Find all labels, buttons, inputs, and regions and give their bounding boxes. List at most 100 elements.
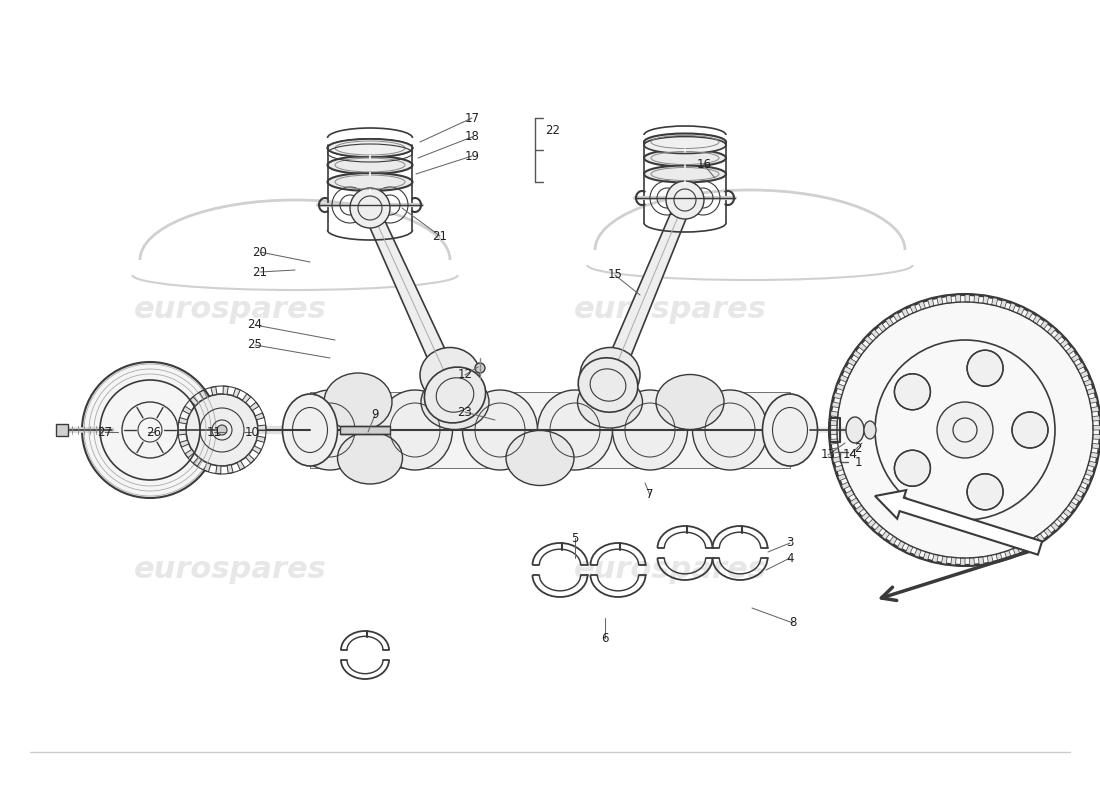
Polygon shape (1084, 379, 1092, 386)
Ellipse shape (580, 347, 640, 402)
Polygon shape (927, 298, 934, 307)
FancyArrow shape (874, 490, 1042, 554)
Circle shape (217, 425, 227, 435)
Polygon shape (1089, 397, 1098, 403)
Polygon shape (1092, 416, 1100, 421)
Polygon shape (833, 393, 842, 399)
Polygon shape (991, 297, 998, 306)
Polygon shape (211, 386, 217, 395)
Polygon shape (178, 430, 186, 435)
Polygon shape (1074, 494, 1082, 502)
Text: 15: 15 (607, 269, 623, 282)
Polygon shape (1057, 516, 1066, 525)
Polygon shape (839, 374, 848, 382)
Circle shape (475, 363, 485, 373)
Circle shape (894, 450, 931, 486)
Polygon shape (1044, 528, 1053, 537)
Text: 6: 6 (602, 631, 608, 645)
Ellipse shape (328, 139, 412, 157)
Text: 25: 25 (248, 338, 263, 351)
Text: 16: 16 (696, 158, 712, 171)
Polygon shape (914, 549, 921, 558)
Polygon shape (843, 366, 852, 374)
Polygon shape (1088, 461, 1097, 467)
Text: 21: 21 (253, 266, 267, 278)
Polygon shape (242, 394, 251, 402)
Polygon shape (204, 462, 211, 472)
Polygon shape (861, 512, 870, 521)
Polygon shape (194, 458, 201, 466)
Polygon shape (1025, 310, 1033, 319)
Ellipse shape (864, 421, 876, 439)
Polygon shape (829, 430, 837, 434)
Polygon shape (1086, 470, 1094, 477)
Text: eurospares: eurospares (133, 555, 327, 585)
Polygon shape (598, 197, 692, 389)
Polygon shape (905, 545, 913, 554)
Polygon shape (832, 402, 839, 408)
Polygon shape (1078, 486, 1087, 494)
Polygon shape (189, 397, 198, 406)
Ellipse shape (324, 373, 392, 431)
Polygon shape (855, 506, 865, 514)
Polygon shape (918, 301, 925, 310)
Text: 13: 13 (821, 449, 835, 462)
Circle shape (937, 402, 993, 458)
Polygon shape (901, 308, 909, 317)
Polygon shape (845, 490, 854, 498)
Text: 1: 1 (855, 455, 861, 469)
Polygon shape (1050, 522, 1059, 531)
Polygon shape (960, 558, 965, 566)
Polygon shape (965, 294, 970, 302)
Ellipse shape (293, 390, 367, 470)
Text: 12: 12 (458, 369, 473, 382)
Polygon shape (932, 554, 938, 563)
Polygon shape (978, 557, 983, 566)
Ellipse shape (613, 390, 688, 470)
Text: 9: 9 (372, 409, 378, 422)
Text: 7: 7 (647, 489, 653, 502)
Polygon shape (216, 466, 221, 474)
Polygon shape (864, 335, 873, 344)
Polygon shape (1047, 326, 1056, 335)
Polygon shape (1033, 314, 1041, 324)
Polygon shape (1021, 543, 1028, 552)
Polygon shape (852, 350, 861, 358)
Polygon shape (849, 498, 859, 506)
Ellipse shape (425, 367, 485, 423)
Polygon shape (956, 294, 960, 302)
Ellipse shape (421, 374, 490, 430)
Polygon shape (942, 556, 947, 565)
Ellipse shape (538, 390, 613, 470)
Ellipse shape (328, 139, 412, 157)
Polygon shape (179, 440, 189, 447)
Polygon shape (1092, 443, 1100, 449)
Text: 23: 23 (458, 406, 472, 418)
Polygon shape (250, 402, 258, 410)
Text: 2: 2 (855, 442, 861, 454)
Text: 14: 14 (843, 449, 858, 462)
Polygon shape (878, 323, 887, 332)
Ellipse shape (693, 390, 768, 470)
Polygon shape (996, 553, 1002, 562)
Polygon shape (974, 294, 979, 302)
Polygon shape (867, 519, 876, 528)
Circle shape (350, 188, 390, 228)
Circle shape (967, 350, 1003, 386)
Text: 21: 21 (432, 230, 448, 242)
Polygon shape (937, 296, 943, 305)
Polygon shape (847, 358, 857, 366)
Polygon shape (223, 386, 229, 394)
Polygon shape (56, 424, 68, 436)
Polygon shape (829, 421, 837, 426)
Circle shape (894, 374, 931, 410)
Polygon shape (199, 390, 207, 399)
Ellipse shape (644, 150, 726, 166)
Polygon shape (178, 418, 187, 424)
Text: 17: 17 (464, 111, 480, 125)
Polygon shape (1054, 332, 1063, 341)
Ellipse shape (283, 394, 338, 466)
Polygon shape (881, 531, 890, 540)
Text: 8: 8 (790, 617, 796, 630)
Polygon shape (896, 541, 905, 550)
